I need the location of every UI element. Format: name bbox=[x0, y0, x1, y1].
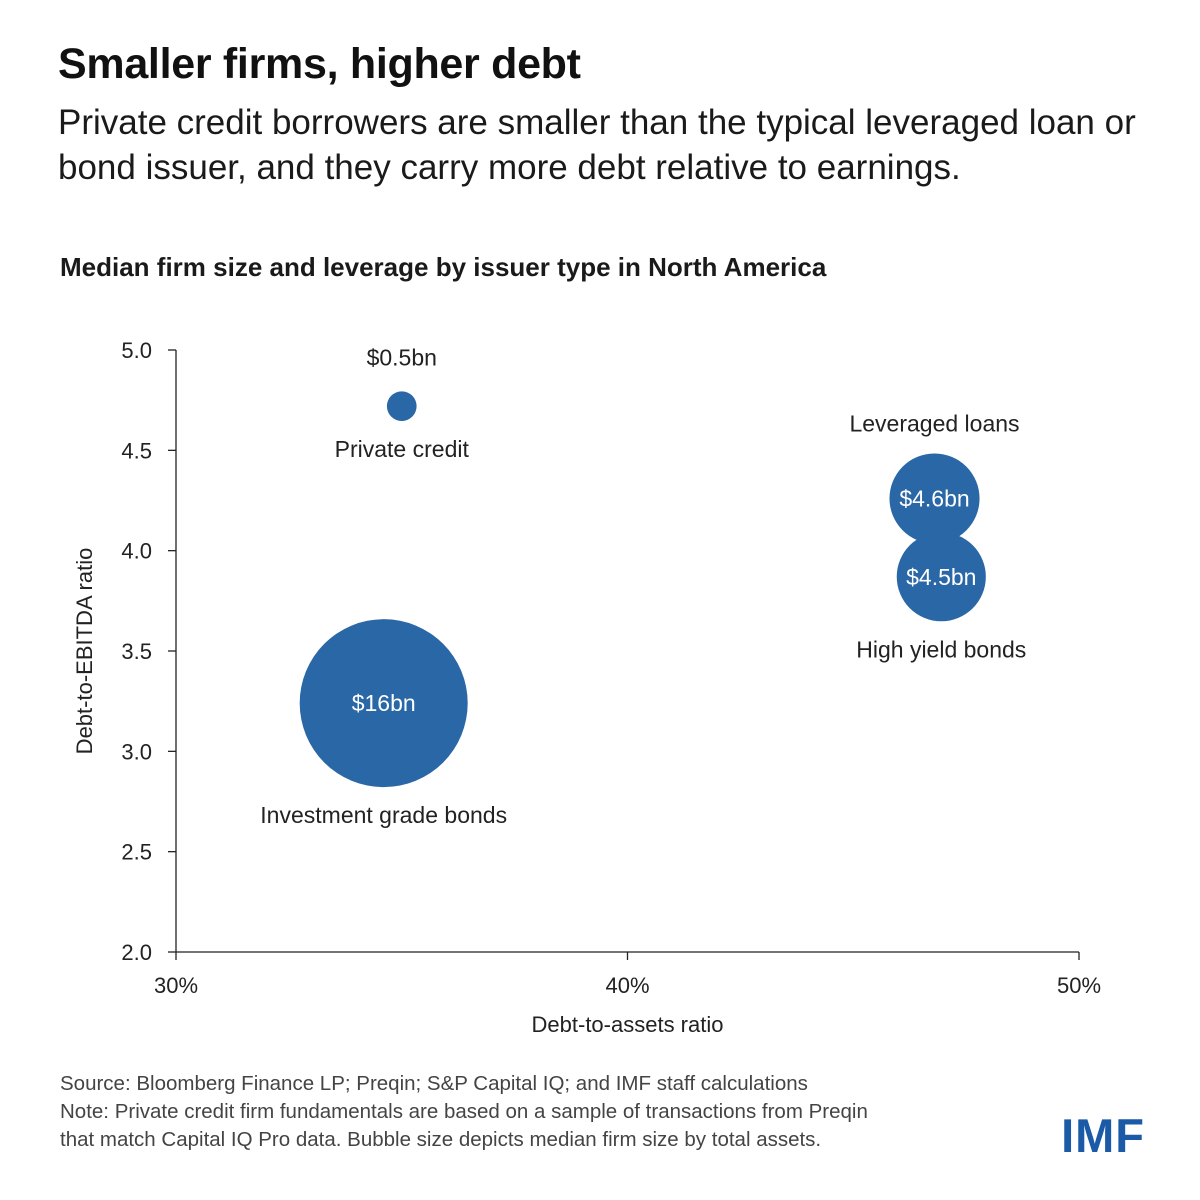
bubble-name-label: Private credit bbox=[335, 436, 470, 462]
bubble-size-label: $4.6bn bbox=[899, 485, 969, 511]
x-tick-label: 50% bbox=[1057, 973, 1101, 998]
y-tick-label: 4.5 bbox=[121, 438, 152, 463]
bubble-size-label: $4.5bn bbox=[906, 564, 976, 590]
source-note: Source: Bloomberg Finance LP; Preqin; S&… bbox=[60, 1072, 808, 1095]
bubble-investment-grade-bonds bbox=[299, 619, 468, 788]
note-line-1: Note: Private credit firm fundamentals a… bbox=[60, 1100, 868, 1123]
subtitle: Private credit borrowers are smaller tha… bbox=[58, 103, 1136, 187]
chart-labels: $0.5bn Private credit $16bn Investment grad… bbox=[260, 344, 1026, 828]
y-tick-label: 5.0 bbox=[121, 338, 152, 363]
bubble-chart: 2.0 2.5 3.0 3.5 4.0 4.5 5.0 30% 40% 50% Debt-to-as… bbox=[72, 338, 1101, 1037]
chart-title: Median firm size and leverage by issuer … bbox=[60, 252, 827, 282]
bubble-size-label: $16bn bbox=[352, 690, 416, 716]
y-axis-label: Debt-to-EBITDA ratio bbox=[72, 548, 97, 755]
chart-bubbles bbox=[299, 391, 986, 788]
x-tick-label: 30% bbox=[154, 973, 198, 998]
y-tick-label: 4.0 bbox=[121, 539, 152, 564]
bubble-leveraged-loans bbox=[889, 453, 980, 544]
x-tick-label: 40% bbox=[605, 973, 649, 998]
y-tick-label: 2.5 bbox=[121, 840, 152, 865]
y-tick-label: 2.0 bbox=[121, 940, 152, 965]
chart-axes: 2.0 2.5 3.0 3.5 4.0 4.5 5.0 30% 40% 50% Debt-to-as… bbox=[72, 338, 1101, 1037]
note-line-2: that match Capital IQ Pro data. Bubble s… bbox=[60, 1128, 822, 1151]
x-axis-label: Debt-to-assets ratio bbox=[532, 1012, 724, 1037]
imf-logo: IMF bbox=[1061, 1109, 1145, 1162]
bubble-size-label: $0.5bn bbox=[367, 344, 437, 370]
headline: Smaller firms, higher debt bbox=[58, 40, 581, 88]
bubble-private-credit bbox=[386, 391, 417, 422]
bubble-name-label: Leveraged loans bbox=[849, 410, 1019, 436]
bubble-high-yield-bonds bbox=[896, 532, 986, 622]
bubble-name-label: High yield bonds bbox=[856, 636, 1026, 662]
y-tick-label: 3.5 bbox=[121, 639, 152, 664]
y-tick-label: 3.0 bbox=[121, 739, 152, 764]
bubble-name-label: Investment grade bonds bbox=[260, 802, 507, 828]
